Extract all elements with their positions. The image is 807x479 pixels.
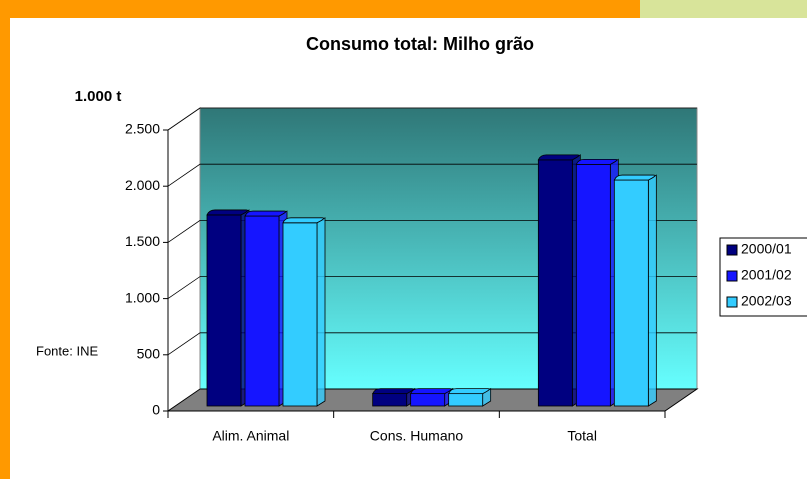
bar-front xyxy=(244,215,280,407)
y-tick-label: 2.500 xyxy=(125,121,160,137)
bar xyxy=(448,387,492,407)
bar xyxy=(613,174,657,407)
bar-side xyxy=(647,174,657,407)
bar xyxy=(372,387,416,407)
side-wall xyxy=(167,107,201,412)
y-tick-label: 1.500 xyxy=(125,233,160,249)
bar xyxy=(575,158,619,407)
bar xyxy=(282,217,326,407)
bar xyxy=(537,154,581,407)
grid-line xyxy=(167,219,697,243)
bar-top xyxy=(537,154,580,161)
bar xyxy=(206,209,250,407)
legend-swatch xyxy=(726,296,738,308)
bar-front xyxy=(372,393,408,407)
bar xyxy=(410,387,454,407)
bar-front xyxy=(282,222,318,407)
legend-label: 2001/02 xyxy=(741,267,792,283)
x-tick-label: Cons. Humano xyxy=(370,428,464,444)
bar-front xyxy=(206,214,242,407)
y-tick-label: 1.000 xyxy=(125,289,160,305)
y-tick-label: 500 xyxy=(137,346,161,362)
bar-top xyxy=(282,217,325,224)
grid-line xyxy=(167,163,697,187)
source: Fonte: INE xyxy=(36,343,98,358)
grid-line xyxy=(167,107,697,131)
grid-line xyxy=(167,276,697,299)
legend: 2000/01 2001/02 2002/03 xyxy=(719,237,807,317)
bar-front xyxy=(575,163,611,407)
bar-top xyxy=(448,388,490,395)
bar-front xyxy=(448,393,484,407)
x-tick-label: Total xyxy=(567,428,597,444)
grid-line xyxy=(167,388,697,412)
grid-line xyxy=(167,332,697,356)
y-tick-label: 0 xyxy=(152,402,160,418)
bar-front xyxy=(410,393,446,407)
y-axis-label: 1.000 t xyxy=(75,88,122,105)
bar-front xyxy=(613,179,649,407)
bar-side xyxy=(316,217,326,407)
bar-top xyxy=(244,210,287,217)
chart-title: Consumo total: Milho grão xyxy=(306,34,534,54)
bar-top xyxy=(410,388,452,395)
legend-label: 2002/03 xyxy=(741,293,792,309)
y-tick-label: 2.000 xyxy=(125,177,160,193)
bar-top xyxy=(206,209,249,216)
legend-swatch xyxy=(726,244,738,256)
x-tick-label: Alim. Animal xyxy=(212,428,289,444)
frame-patch xyxy=(640,0,807,18)
bar xyxy=(244,210,288,407)
legend-label: 2000/01 xyxy=(741,241,792,257)
bar-top xyxy=(372,388,414,395)
legend-swatch xyxy=(726,270,738,282)
bar-top xyxy=(575,158,618,165)
bar-front xyxy=(537,159,573,407)
bar-top xyxy=(613,174,656,181)
